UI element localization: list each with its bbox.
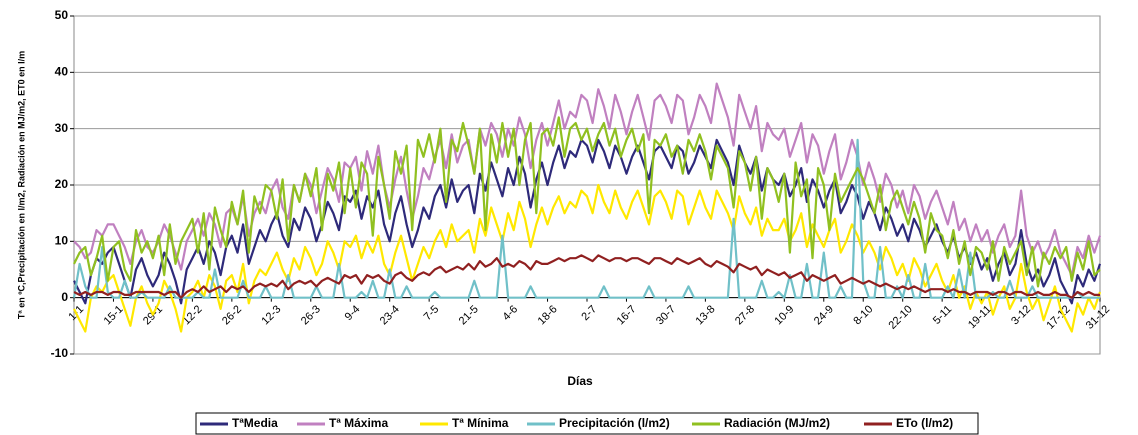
y-tick-label: 0 [61,290,68,304]
legend-label: Precipitación (l/m2) [559,416,670,430]
y-tick-label: 40 [55,65,69,79]
series-line [73,116,1101,288]
y-tick-label: 50 [55,8,69,22]
y-axis-title: Tª en ºC,Precipitación en l/m2, Radiació… [16,51,26,319]
y-tick-label: 20 [55,177,69,191]
legend-label: Tª Mínima [452,416,509,430]
y-tick-label: -10 [51,346,69,360]
series-line [73,183,1102,333]
legend-label: Radiación (MJ/m2) [724,416,830,430]
series-line [73,254,1100,299]
y-tick-label: 10 [55,234,69,248]
legend-box [195,412,979,435]
series-line [73,138,1102,305]
x-axis-title: Días [567,374,593,388]
legend-label: TªMedia [232,416,278,430]
series-line [72,138,1100,299]
legend-label: Tª Máxima [329,416,388,430]
y-tick-label: 30 [55,121,69,135]
legend-label: ETo (l/m2) [896,416,953,430]
